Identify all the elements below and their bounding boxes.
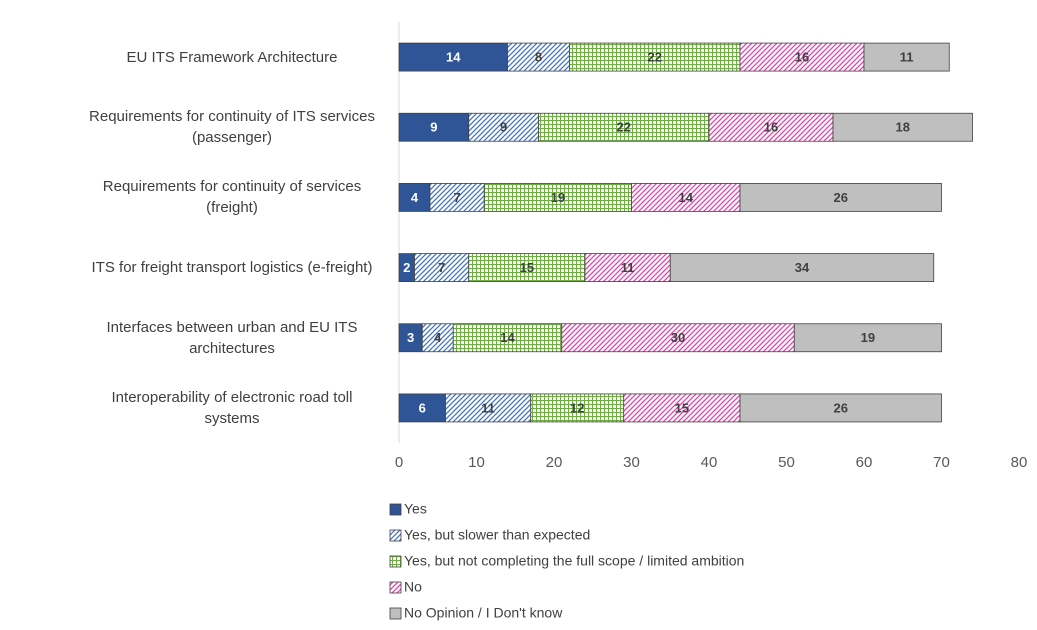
x-tick-label: 0 (395, 454, 403, 471)
category-label: Requirements for continuity of ITS servi… (89, 108, 375, 147)
bar-segment (739, 393, 942, 423)
x-tick-label: 50 (778, 454, 795, 471)
legend-label: No Opinion / I Don't know (404, 605, 563, 621)
data-label: 4 (434, 330, 442, 345)
legend-label: Yes, but slower than expected (404, 527, 590, 543)
data-label: 30 (671, 330, 685, 345)
data-label: 14 (500, 330, 515, 345)
category-label: Requirements for continuity of services … (102, 178, 362, 217)
data-label: 16 (795, 50, 809, 65)
bar-segment (793, 323, 942, 353)
x-tick-label: 40 (701, 454, 718, 471)
bar-segment (421, 323, 454, 353)
data-label: 26 (834, 400, 848, 415)
bar-segment (739, 183, 942, 212)
bar-segment (452, 323, 563, 353)
legend-swatch (389, 503, 402, 516)
legend-swatch (389, 555, 402, 568)
data-label: 15 (675, 400, 689, 415)
legend-swatch (389, 529, 402, 542)
data-label: 9 (500, 120, 507, 135)
data-label: 6 (419, 400, 426, 415)
legend-label: No (404, 579, 422, 595)
x-tick-label: 10 (468, 454, 485, 471)
bar-segment (569, 42, 741, 72)
bar-segment (507, 42, 570, 72)
bar-segment (708, 112, 834, 142)
data-label: 14 (679, 190, 694, 205)
data-label: 16 (764, 120, 778, 135)
legend-swatch (389, 607, 402, 620)
data-label: 34 (795, 260, 810, 275)
x-tick-label: 70 (933, 454, 950, 471)
bar-segment (398, 393, 446, 423)
data-label: 12 (570, 400, 584, 415)
category-label: Interfaces between urban and EU ITS arch… (106, 318, 358, 357)
x-tick-label: 30 (623, 454, 640, 471)
x-tick-label: 80 (1011, 454, 1028, 471)
data-label: 4 (411, 190, 419, 205)
data-label: 14 (446, 50, 461, 65)
data-label: 9 (430, 120, 437, 135)
data-label: 22 (648, 50, 662, 65)
bar-segment (863, 42, 950, 72)
data-label: 26 (834, 190, 848, 205)
data-label: 18 (896, 120, 910, 135)
bar-segment (561, 323, 795, 353)
data-label: 7 (454, 190, 461, 205)
bar-segment (483, 183, 632, 212)
data-label: 11 (621, 260, 635, 275)
data-label: 3 (407, 330, 414, 345)
data-label: 2 (403, 260, 410, 275)
category-label: ITS for freight transport logistics (e-f… (91, 259, 373, 277)
data-label: 7 (438, 260, 445, 275)
x-tick-label: 60 (856, 454, 873, 471)
legend-label: Yes (404, 501, 427, 517)
bar-segment (631, 183, 741, 212)
bar-segment (445, 393, 532, 423)
data-label: 22 (617, 120, 631, 135)
data-label: 8 (535, 50, 542, 65)
data-label: 11 (900, 50, 914, 65)
bar-segment (584, 253, 671, 282)
data-label: 11 (481, 400, 495, 415)
x-tick-label: 20 (546, 454, 563, 471)
legend-label: Yes, but not completing the full scope /… (404, 553, 744, 569)
data-label: 15 (520, 260, 534, 275)
bar-segment (530, 393, 625, 423)
category-label: Interoperability of electronic road toll… (111, 388, 353, 427)
data-label: 19 (551, 190, 565, 205)
data-label: 19 (861, 330, 875, 345)
bar-segment (832, 112, 973, 142)
legend-swatch (389, 581, 402, 594)
bar-segment (669, 253, 935, 282)
bar-segment (398, 112, 470, 142)
category-label: EU ITS Framework Architecture (126, 48, 338, 66)
bar-segment (398, 183, 431, 212)
